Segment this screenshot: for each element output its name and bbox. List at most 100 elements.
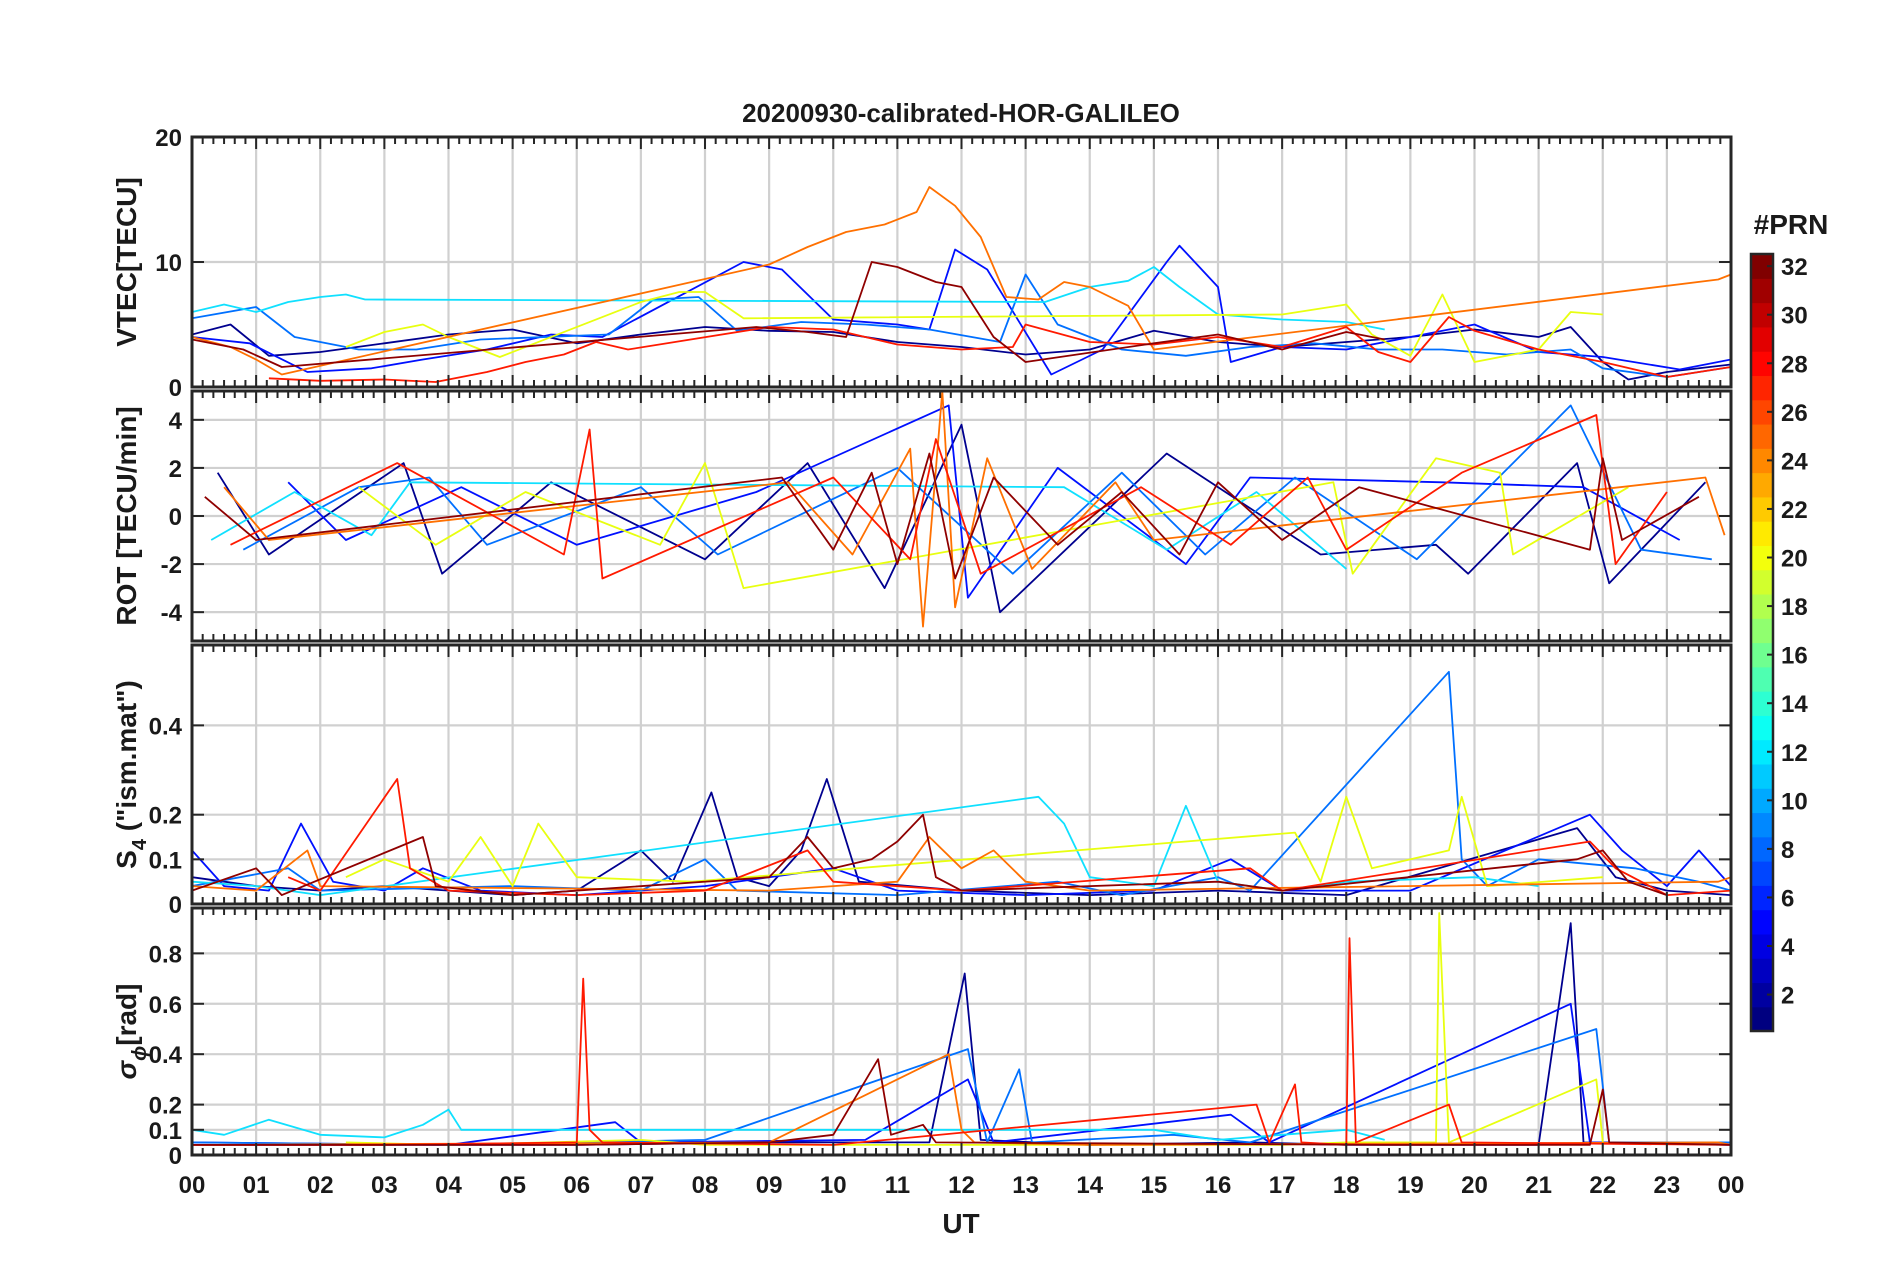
colorbar-swatch: [1751, 739, 1773, 765]
x-tick-label: 03: [371, 1172, 398, 1199]
colorbar-swatch: [1751, 691, 1773, 716]
x-tick-label: 10: [820, 1172, 847, 1199]
y-axis-label-subscript: 4: [129, 838, 151, 850]
colorbar-label: #PRN: [1754, 209, 1829, 240]
series-line-prn-12: [192, 266, 1385, 331]
colorbar-tick-label: 16: [1781, 643, 1808, 670]
series-line-prn-2: [192, 778, 1731, 896]
x-tick-label: 05: [499, 1172, 526, 1199]
colorbar-swatch: [1751, 812, 1773, 838]
y-tick-label: 0.2: [149, 803, 182, 830]
series-line-prn-31: [192, 813, 1668, 896]
panel-sigphi: 00.10.2 0.4 0.6 0.8 σϕ[rad]: [111, 906, 1733, 1170]
colorbar-swatch: [1751, 909, 1773, 935]
colorbar-tick-label: 28: [1781, 351, 1808, 378]
y-tick-label: 0.8: [149, 941, 182, 968]
y-tick-label: 4: [169, 408, 183, 435]
y-tick-label: 0.2: [149, 1093, 182, 1120]
series-line-prn-27: [268, 316, 1731, 383]
x-tick-label: 20: [1461, 1172, 1488, 1199]
x-tick-label: 08: [692, 1172, 719, 1199]
series-line-prn-9: [242, 404, 1712, 575]
colorbar-tick-label: 18: [1781, 594, 1808, 621]
x-axis-label: UT: [942, 1208, 979, 1239]
series-line-prn-12: [210, 481, 1347, 570]
colorbar-tick-label: 6: [1781, 885, 1794, 912]
y-tick-label: 0: [169, 1143, 182, 1170]
x-tick-labels: 00 01 02 03 04 05 06 07 08 09 10 11 12 13 14 15 16 17 18 19…: [179, 1172, 1745, 1199]
colorbar-swatch: [1751, 254, 1773, 279]
colorbar-tick-label: 4: [1781, 934, 1795, 961]
y-axis-label-vtec: VTEC[TECU]: [111, 177, 142, 347]
colorbar-tick-label: 26: [1781, 400, 1808, 427]
y-tick-label: -2: [161, 552, 182, 579]
y-axis-label-main: S: [111, 850, 142, 869]
panel-s4-series: [192, 670, 1731, 896]
colorbar-swatch: [1751, 958, 1773, 984]
colorbar-swatch: [1751, 666, 1773, 692]
colorbar-tick-label: 22: [1781, 497, 1808, 524]
colorbar-swatch: [1751, 545, 1773, 571]
panel-vtec: 0 10 20 VTEC[TECU]: [111, 125, 1733, 402]
x-tick-label: 02: [307, 1172, 334, 1199]
x-tick-label: 06: [563, 1172, 590, 1199]
colorbar-swatch: [1751, 763, 1773, 789]
colorbar-swatch: [1751, 593, 1773, 619]
x-tick-label: 21: [1525, 1172, 1552, 1199]
colorbar-tick-label: 12: [1781, 740, 1808, 767]
x-tick-label: 18: [1333, 1172, 1360, 1199]
y-axis-label-suffix: [rad]: [111, 984, 142, 1046]
colorbar-swatch: [1751, 836, 1773, 862]
x-tick-label: 13: [1012, 1172, 1039, 1199]
x-tick-label: 09: [756, 1172, 783, 1199]
y-tick-label: 0: [169, 504, 182, 531]
colorbar-swatch: [1751, 472, 1773, 498]
colorbar-tick-label: 8: [1781, 837, 1794, 864]
y-tick-label: 20: [155, 125, 182, 152]
colorbar-swatch: [1751, 496, 1773, 522]
y-axis-label-main: σ: [111, 1059, 142, 1079]
series-line-prn-5: [192, 244, 1731, 376]
colorbar-swatch: [1751, 278, 1773, 304]
y-axis-label-s4: S4 ("ism.mat"): [111, 680, 151, 869]
y-tick-label: 0: [169, 375, 182, 402]
chart-title: 20200930-calibrated-HOR-GALILEO: [742, 98, 1180, 128]
series-line-prn-19: [345, 795, 1603, 887]
y-axis-label-main: ROT [TECU/min]: [111, 406, 142, 625]
panel-rot: -4 -2 0 2 4 ROT [TECU/min]: [111, 389, 1733, 643]
colorbar-swatch: [1751, 982, 1773, 1008]
colorbar-swatch: [1751, 933, 1773, 959]
x-tick-label: 01: [243, 1172, 270, 1199]
series-line-prn-12: [192, 1108, 1385, 1141]
x-tick-label: 11: [885, 1172, 910, 1199]
y-axis-label-sigphi: σϕ[rad]: [111, 984, 151, 1080]
panel-s4: 00.10.20.4S4 ("ism.mat"): [111, 643, 1733, 919]
colorbar-tick-label: 14: [1781, 691, 1808, 718]
x-tick-label: 12: [948, 1172, 975, 1199]
colorbar-swatch: [1751, 351, 1773, 377]
y-tick-label: 0: [169, 892, 182, 919]
colorbar-tick-label: 32: [1781, 254, 1808, 281]
colorbar-swatch: [1751, 302, 1773, 328]
y-tick-label: 0.4: [149, 713, 183, 740]
y-axis-label-subscript: ϕ: [129, 1046, 151, 1061]
colorbar-tick-label: 2: [1781, 983, 1794, 1010]
colorbar-tick-label: 24: [1781, 448, 1808, 475]
colorbar-tick-label: 30: [1781, 303, 1808, 330]
y-tick-label: 0.4: [149, 1042, 183, 1069]
y-axis-label-main: VTEC[TECU]: [111, 177, 142, 347]
colorbar-swatch: [1751, 788, 1773, 814]
x-tick-label: 14: [1076, 1172, 1103, 1199]
colorbar-tick-label: 10: [1781, 788, 1808, 815]
x-tick-label: 19: [1397, 1172, 1424, 1199]
series-line-prn-27: [230, 414, 1668, 580]
panel-rot-series: [204, 391, 1726, 628]
y-tick-label: 2: [169, 456, 182, 483]
x-tick-label: 23: [1654, 1172, 1681, 1199]
y-tick-label: 10: [155, 250, 182, 277]
y-axis-label-rot: ROT [TECU/min]: [111, 406, 142, 625]
colorbar-swatch: [1751, 399, 1773, 425]
colorbar-swatch: [1751, 618, 1773, 644]
